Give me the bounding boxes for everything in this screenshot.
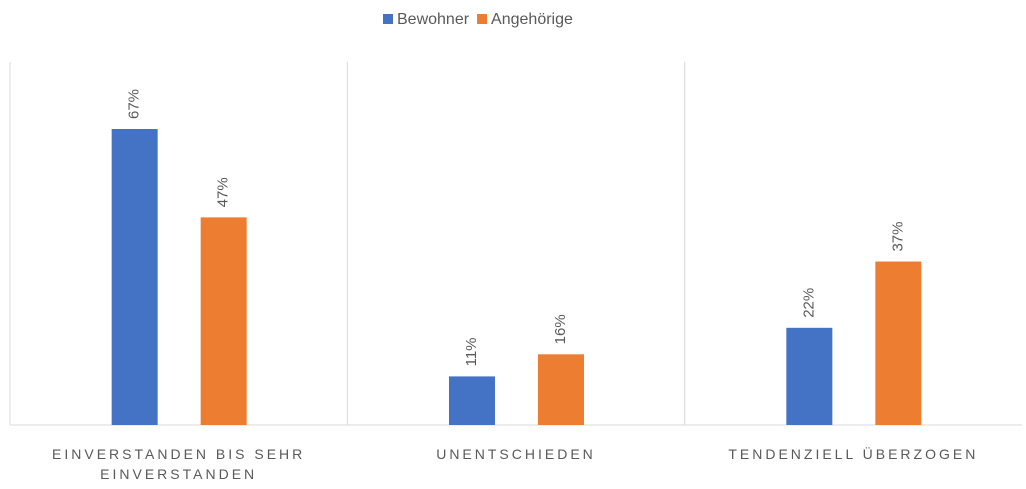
bar xyxy=(449,376,495,425)
data-label: 37% xyxy=(889,222,906,252)
bar xyxy=(200,217,247,425)
legend-label: Angehörige xyxy=(491,11,573,28)
bar xyxy=(786,327,833,425)
x-tick-label: UNENTSCHIEDEN xyxy=(436,446,596,462)
data-label: 67% xyxy=(126,89,143,119)
legend-label: Bewohner xyxy=(397,11,470,28)
bar xyxy=(875,261,922,425)
data-label: 47% xyxy=(215,177,232,207)
legend-swatch xyxy=(383,14,393,24)
x-tick-label: EINVERSTANDEN BIS SEHR EINVERSTANDEN xyxy=(52,446,306,482)
data-label: 11% xyxy=(463,337,480,366)
bar xyxy=(111,129,158,425)
data-label: 22% xyxy=(800,288,817,318)
data-label: 16% xyxy=(552,314,569,344)
bar xyxy=(538,354,584,425)
legend-swatch xyxy=(477,14,488,24)
x-tick-label: TENDENZIELL ÜBERZOGEN xyxy=(728,446,979,462)
